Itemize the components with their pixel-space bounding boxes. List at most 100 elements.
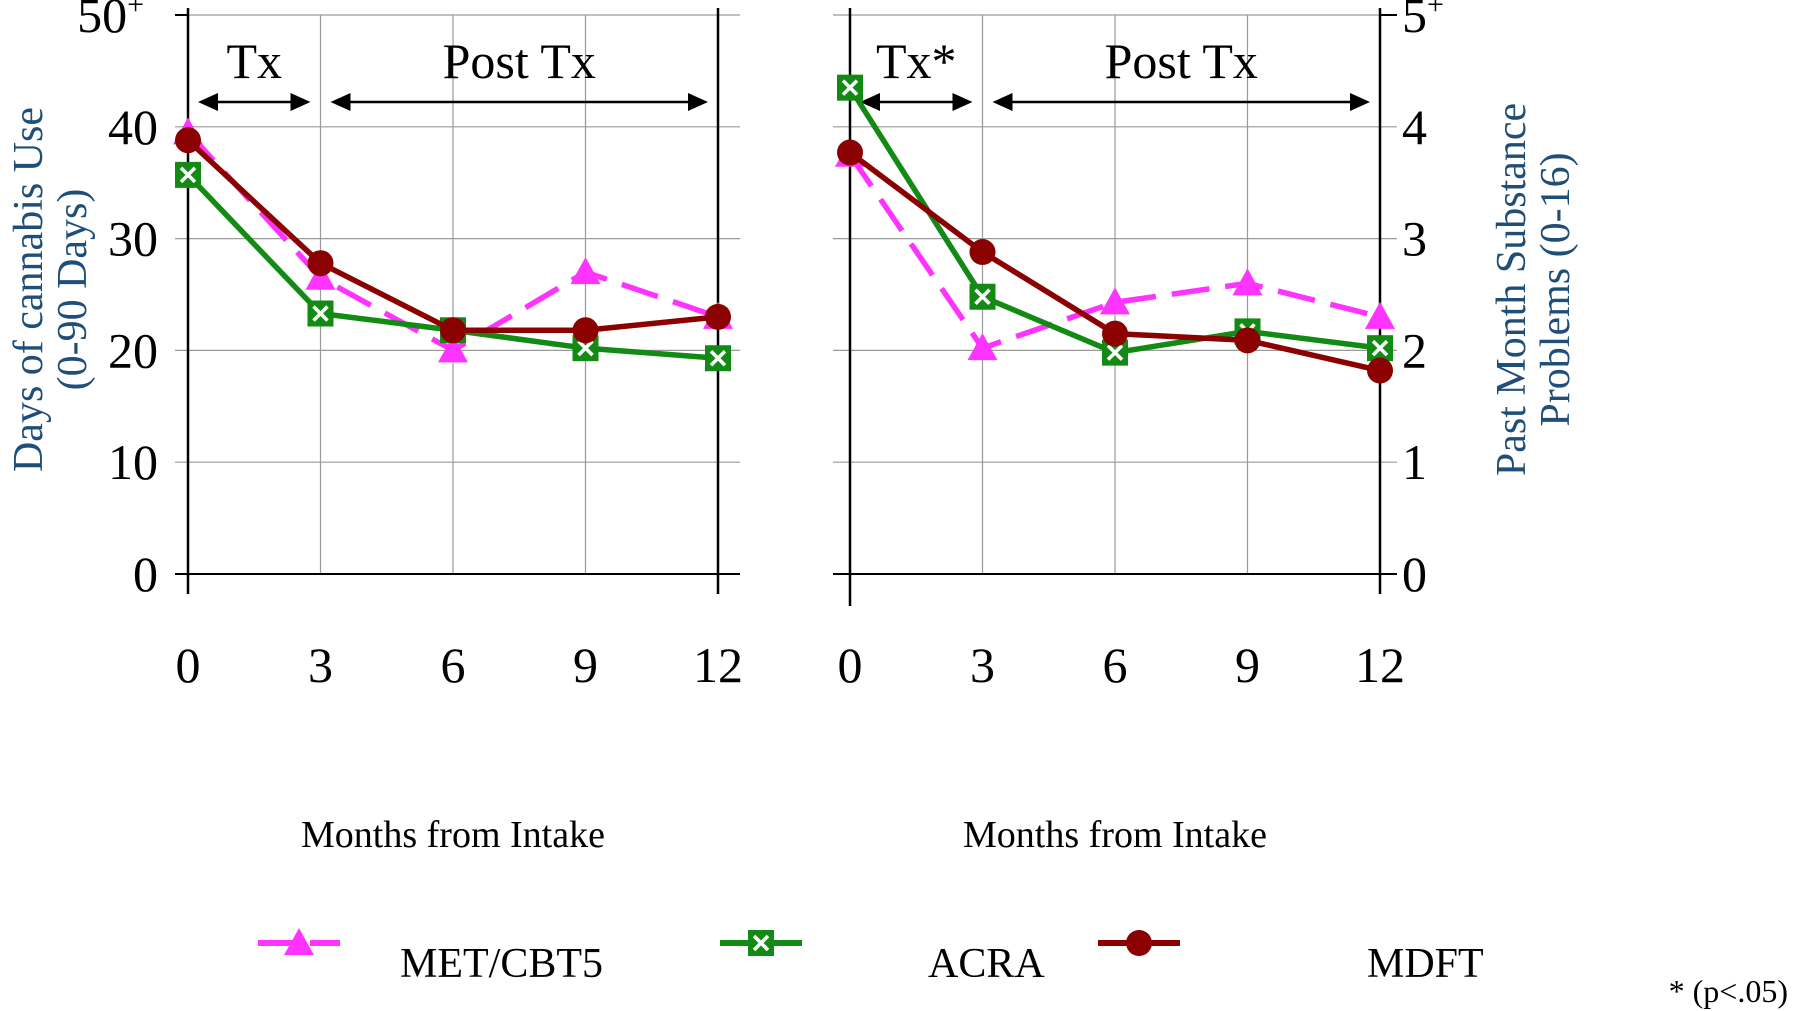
right-point-mdft [1102, 320, 1128, 347]
right-y-tick-label: 3 [1402, 211, 1427, 267]
left-x-tick-label: 9 [573, 637, 598, 693]
left-y-axis-title-line1: Days of cannabis Use [6, 107, 52, 472]
left-point-acra-x2 [312, 305, 329, 322]
left-y-top-suffix: + [127, 0, 144, 21]
left-y-tick-label: 30 [108, 211, 158, 267]
left-point-mdft [705, 303, 731, 330]
legend-marker-acra [748, 930, 774, 956]
legend-item-acra: ACRA [720, 930, 1045, 987]
legend-label-mdft: MDFT [1367, 941, 1484, 987]
legend-label-met-cbt5: MET/CBT5 [400, 941, 603, 987]
left-phase-arrow-head-left [330, 93, 351, 111]
left-phase-arrow-head-right [688, 93, 708, 111]
left-phase-arrow-head-right [290, 93, 311, 111]
legend: MET/CBT5 ACRA MDFT [258, 928, 1484, 987]
left-series-mdft [175, 127, 731, 344]
right-phase-arrow-head-left [992, 93, 1013, 111]
legend-item-mdft: MDFT [1098, 930, 1484, 987]
left-phase-arrow-tx [198, 93, 311, 111]
left-point-acra-x2 [179, 166, 197, 184]
left-y-tick-label: 10 [108, 434, 158, 490]
left-point-met-cbt5 [570, 257, 601, 285]
left-point-mdft [572, 317, 599, 344]
left-y-tick-label: 20 [108, 322, 158, 378]
right-point-met-cbt5 [1365, 301, 1395, 329]
significance-footnote: * (p<.05) [1669, 973, 1788, 1009]
right-y-tick-label: 5+ [1402, 0, 1444, 43]
right-y-tick-label: 1 [1402, 434, 1427, 490]
right-y-top-suffix: + [1427, 0, 1444, 21]
right-point-mdft [1367, 357, 1393, 384]
left-x-tick-label: 12 [693, 637, 743, 693]
left-point-met-cbt5 [438, 335, 468, 363]
right-phase-arrow-post-tx [992, 93, 1370, 111]
left-y-axis-title-line2: (0-90 Days) [50, 189, 96, 391]
legend-swatch-acra [720, 930, 802, 956]
left-point-mdft [175, 127, 201, 154]
right-point-acra [1367, 335, 1393, 362]
left-x-tick-label: 6 [441, 637, 466, 693]
left-x-axis-title: Months from Intake [301, 814, 605, 856]
right-point-acra-x2 [974, 288, 991, 305]
right-y-axis-title-line2: Problems (0-16) [1533, 152, 1579, 426]
legend-swatch-met-cbt5 [258, 928, 340, 955]
legend-label-acra: ACRA [928, 941, 1045, 987]
right-point-mdft [837, 139, 863, 166]
left-x-tick-label: 3 [308, 637, 333, 693]
right-phase-label-post-tx: Post Tx [1105, 33, 1258, 89]
right-point-met-cbt5 [1232, 268, 1263, 296]
right-phase-arrow-head-left [860, 93, 880, 111]
left-point-acra-x2 [709, 349, 727, 367]
left-phase-label-post-tx: Post Tx [443, 33, 596, 89]
left-phase-arrow-head-left [198, 93, 218, 111]
right-y-tick-label: 4 [1402, 99, 1427, 155]
left-x-tick-label: 0 [176, 637, 201, 693]
right-point-met-cbt5 [1100, 287, 1130, 315]
right-phase-arrow-head-right [1350, 93, 1370, 111]
legend-marker-acra-x2 [752, 934, 770, 952]
right-line-met-cbt5 [847, 153, 1381, 351]
right-y-tick-label: 2 [1402, 322, 1427, 378]
right-x-tick-label: 9 [1235, 637, 1260, 693]
right-phase-label-tx: Tx* [876, 33, 957, 89]
left-y-tick-label: 0 [133, 546, 158, 602]
chart-left-cannabis-days: 0 10 20 30 40 50+ 0 3 6 9 12 Months from Intake Days… [6, 0, 743, 856]
right-series-mdft [837, 139, 1393, 384]
right-point-acra-x2 [841, 79, 859, 96]
right-x-axis-title: Months from Intake [963, 814, 1267, 856]
left-point-acra [175, 161, 201, 188]
right-point-acra-x2 [1371, 339, 1389, 357]
right-point-acra [969, 283, 996, 310]
left-phase-arrow-post-tx [330, 93, 708, 111]
left-y-axis-title: Days of cannabis Use(0-90 Days) [6, 107, 96, 472]
right-x-tick-label: 12 [1355, 637, 1405, 693]
right-y-axis-title-line1: Past Month Substance [1489, 103, 1535, 476]
right-point-acra [837, 74, 863, 101]
legend-item-met-cbt5: MET/CBT5 [258, 928, 603, 987]
right-phase-arrow-tx [860, 93, 973, 111]
legend-marker-mdft [1126, 930, 1152, 956]
right-y-tick-label: 0 [1402, 546, 1427, 602]
right-x-tick-label: 6 [1103, 637, 1128, 693]
legend-swatch-mdft [1098, 930, 1180, 956]
left-y-tick-label: 50+ [77, 0, 144, 43]
right-phase-arrow-head-right [952, 93, 973, 111]
right-y-axis-title: Past Month SubstanceProblems (0-16) [1489, 103, 1579, 476]
left-point-acra-x2 [577, 339, 594, 357]
left-point-acra [307, 300, 334, 327]
left-y-tick-label: 40 [108, 99, 158, 155]
right-point-met-cbt5 [967, 333, 998, 361]
right-x-tick-label: 0 [838, 637, 863, 693]
left-point-acra [705, 345, 731, 372]
left-point-acra-box [307, 300, 334, 327]
right-point-mdft [1234, 327, 1261, 354]
left-point-met-cbt5 [305, 262, 336, 290]
right-point-acra-x2 [1106, 344, 1124, 361]
right-x-tick-label: 3 [970, 637, 995, 693]
right-point-mdft [969, 239, 996, 266]
left-phase-label-tx: Tx [226, 33, 282, 89]
legend-marker-met-cbt5 [284, 928, 314, 955]
left-point-mdft [307, 250, 334, 277]
